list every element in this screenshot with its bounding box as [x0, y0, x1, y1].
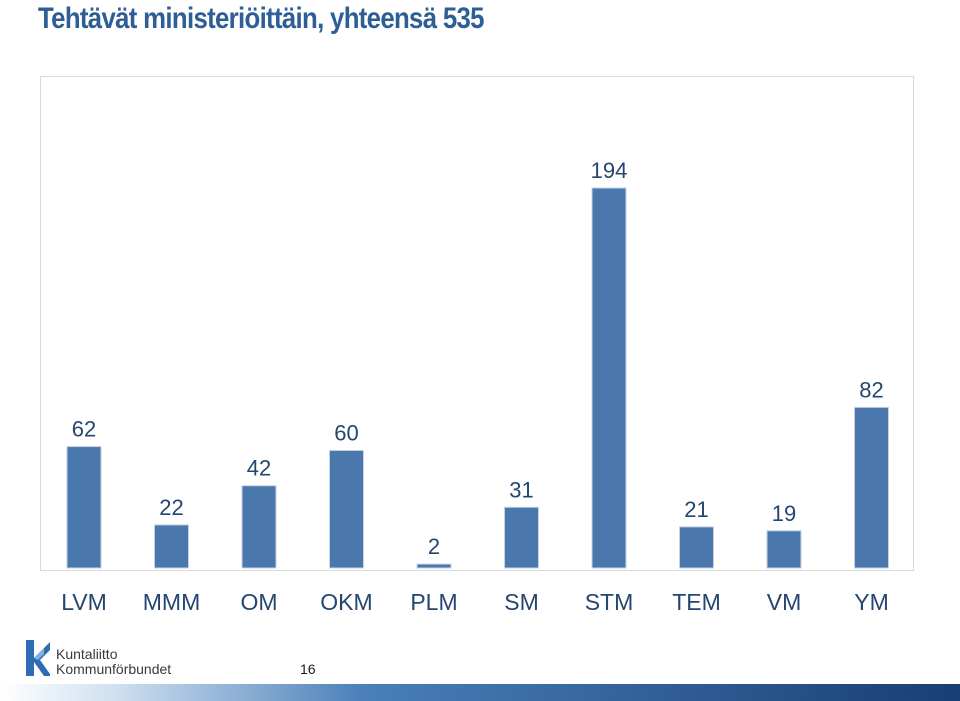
- bar-ym: [854, 406, 889, 569]
- bar-om: [241, 485, 277, 569]
- data-label-okm: 60: [334, 420, 358, 445]
- kuntaliitto-logo-icon: [26, 640, 50, 676]
- data-label-sm: 31: [509, 477, 533, 502]
- bar-sm: [504, 506, 539, 569]
- chart-title: Tehtävät ministeriöittäin, yhteensä 535: [38, 2, 485, 35]
- data-label-ym: 82: [859, 377, 883, 402]
- data-label-om: 42: [247, 456, 271, 481]
- x-tick-label-sm: SM: [504, 589, 539, 615]
- x-tick-label-mmm: MMM: [143, 589, 200, 615]
- data-label-vm: 19: [772, 501, 796, 526]
- footer-bar: [0, 684, 960, 701]
- bar-lvm: [66, 446, 102, 569]
- bar-vm: [766, 530, 802, 569]
- plot-area: [40, 76, 914, 571]
- kuntaliitto-logo: Kuntaliitto Kommunförbundet: [22, 638, 222, 680]
- logo-text-swedish: Kommunförbundet: [56, 661, 172, 677]
- x-tick-label-tem: TEM: [672, 589, 721, 615]
- bar-stm: [591, 187, 627, 569]
- bar-mmm: [154, 524, 189, 569]
- x-tick-label-ym: YM: [854, 589, 889, 615]
- x-tick-label-om: OM: [240, 589, 277, 615]
- x-tick-label-okm: OKM: [320, 589, 372, 615]
- x-tick-label-plm: PLM: [410, 589, 457, 615]
- bar-okm: [329, 449, 364, 569]
- data-label-stm: 194: [591, 158, 628, 183]
- x-tick-label-stm: STM: [585, 589, 634, 615]
- data-label-mmm: 22: [159, 495, 183, 520]
- x-tick-label-lvm: LVM: [61, 589, 107, 615]
- page-number: 16: [300, 661, 316, 677]
- bar-tem: [679, 526, 714, 569]
- logo-text-finnish: Kuntaliitto: [56, 646, 118, 662]
- data-label-tem: 21: [684, 497, 708, 522]
- data-label-plm: 2: [428, 534, 440, 559]
- x-tick-label-vm: VM: [767, 589, 802, 615]
- bar-plm: [416, 563, 452, 569]
- bar-chart: 62 LVM 22 MMM 42 OM 60 OKM 2 PLM 31 SM 194 STM 21 TEM 19…: [61, 158, 889, 615]
- data-label-lvm: 62: [72, 417, 96, 442]
